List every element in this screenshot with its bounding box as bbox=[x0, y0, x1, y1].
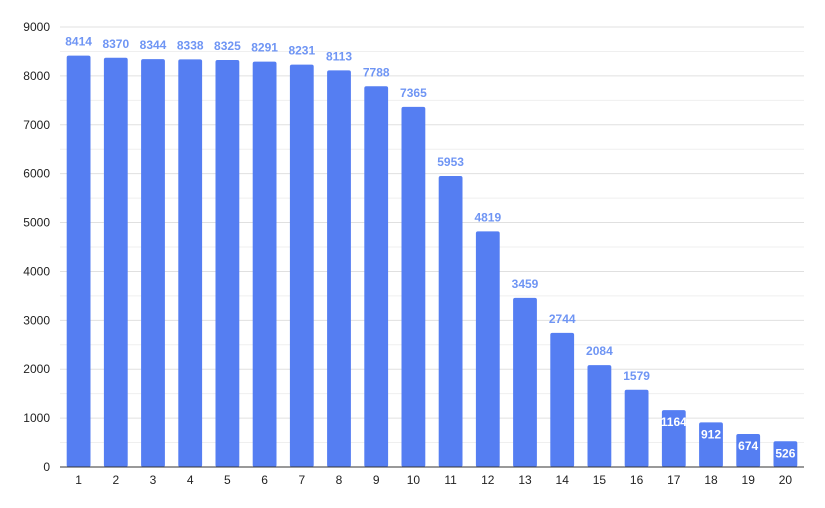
x-tick-label: 17 bbox=[667, 473, 681, 487]
x-tick-label: 18 bbox=[704, 473, 718, 487]
x-tick-label: 1 bbox=[75, 473, 82, 487]
data-label: 8338 bbox=[177, 38, 204, 52]
x-tick-label: 7 bbox=[298, 473, 305, 487]
data-label: 8291 bbox=[251, 41, 278, 55]
bar bbox=[513, 297, 537, 467]
y-tick-label: 1000 bbox=[23, 411, 50, 425]
data-label: 7365 bbox=[400, 86, 427, 100]
data-label: 4819 bbox=[474, 210, 501, 224]
data-label: 8325 bbox=[214, 39, 241, 53]
y-tick-label: 3000 bbox=[23, 313, 50, 327]
data-label: 2744 bbox=[549, 312, 576, 326]
bar bbox=[215, 60, 240, 467]
y-tick-label: 8000 bbox=[23, 69, 50, 83]
data-label: 5953 bbox=[437, 155, 464, 169]
x-tick-label: 14 bbox=[556, 473, 570, 487]
bar bbox=[141, 59, 165, 468]
y-tick-label: 0 bbox=[43, 460, 50, 474]
data-label: 1164 bbox=[661, 415, 687, 429]
x-tick-label: 12 bbox=[481, 473, 495, 487]
data-labels: 8414 8370 8344 8338 8325 8291 8231 8113 7788 7365… bbox=[65, 35, 795, 461]
bar bbox=[661, 410, 686, 467]
bar bbox=[587, 365, 612, 467]
data-label: 674 bbox=[738, 439, 758, 453]
bar bbox=[327, 70, 351, 467]
data-label: 7788 bbox=[363, 65, 390, 79]
y-tick-label: 7000 bbox=[23, 118, 50, 132]
data-label: 8370 bbox=[102, 37, 129, 51]
data-label: 8231 bbox=[288, 44, 315, 58]
x-tick-label: 6 bbox=[261, 473, 268, 487]
data-label: 526 bbox=[775, 446, 795, 460]
bar bbox=[699, 422, 723, 467]
y-axis: 0 1000 2000 3000 4000 5000 6000 7000 8000 9000 bbox=[23, 20, 50, 474]
y-tick-label: 5000 bbox=[23, 216, 50, 230]
x-tick-label: 11 bbox=[444, 473, 457, 487]
data-label: 8113 bbox=[326, 49, 352, 63]
y-tick-label: 4000 bbox=[23, 264, 50, 278]
x-tick-label: 13 bbox=[518, 473, 532, 487]
bar bbox=[178, 59, 203, 468]
bar bbox=[736, 434, 761, 467]
x-tick-label: 9 bbox=[373, 473, 380, 487]
x-tick-label: 19 bbox=[742, 473, 756, 487]
data-label: 912 bbox=[701, 427, 721, 441]
bar bbox=[475, 231, 500, 467]
bar bbox=[66, 55, 91, 467]
y-tick-label: 2000 bbox=[23, 362, 50, 376]
gridlines bbox=[60, 26, 804, 444]
bar bbox=[624, 389, 649, 467]
bars bbox=[66, 55, 798, 468]
bar bbox=[401, 106, 426, 467]
bar bbox=[103, 57, 128, 468]
bar bbox=[438, 175, 463, 467]
bar bbox=[252, 61, 277, 467]
data-label: 8414 bbox=[65, 35, 92, 49]
y-tick-label: 9000 bbox=[23, 20, 50, 34]
x-tick-label: 3 bbox=[150, 473, 157, 487]
y-tick-label: 6000 bbox=[23, 167, 50, 181]
data-label: 2084 bbox=[586, 344, 613, 358]
x-tick-label: 16 bbox=[630, 473, 644, 487]
x-tick-label: 4 bbox=[187, 473, 194, 487]
bar bbox=[364, 86, 389, 468]
x-tick-label: 15 bbox=[593, 473, 607, 487]
x-tick-label: 5 bbox=[224, 473, 231, 487]
data-label: 8344 bbox=[140, 38, 167, 52]
data-label: 1579 bbox=[623, 369, 650, 383]
x-tick-label: 2 bbox=[112, 473, 119, 487]
x-tick-label: 20 bbox=[779, 473, 793, 487]
bar bbox=[289, 64, 314, 468]
x-axis: 1 2 3 4 5 6 7 8 9 10 11 12 13 14 15 16 17 18 19 20 bbox=[60, 466, 804, 487]
data-label: 3459 bbox=[512, 277, 539, 291]
bar bbox=[773, 441, 798, 467]
bar bbox=[550, 332, 575, 467]
x-tick-label: 8 bbox=[336, 473, 343, 487]
x-tick-label: 10 bbox=[407, 473, 421, 487]
